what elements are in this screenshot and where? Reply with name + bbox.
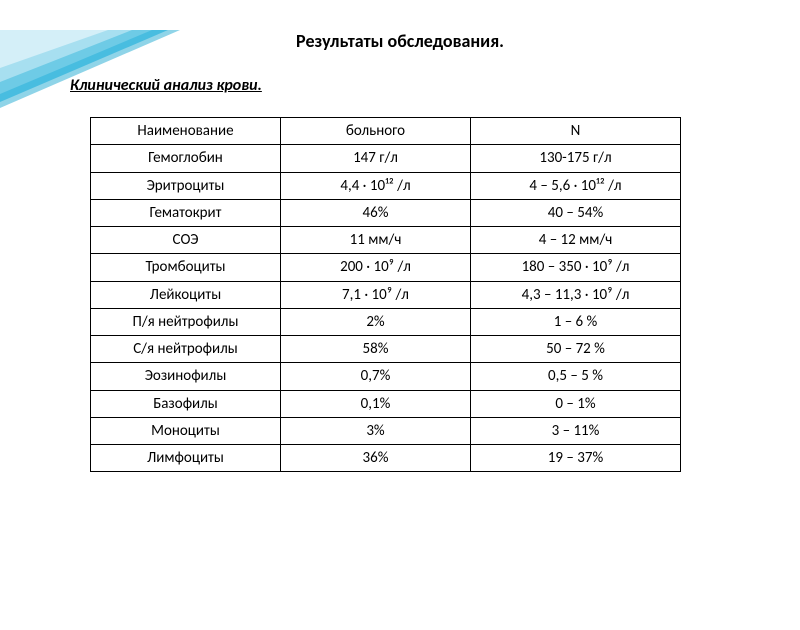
cell-norm: 4 – 12 мм/ч bbox=[471, 227, 681, 254]
cell-name: Лимфоциты bbox=[91, 445, 281, 472]
cell-patient: 0,1% bbox=[281, 390, 471, 417]
col-header-norm: N bbox=[471, 118, 681, 145]
table-row: Базофилы0,1%0 – 1% bbox=[91, 390, 681, 417]
table-row: Эритроциты4,4 · 10¹² /л4 – 5,6 · 10¹² /л bbox=[91, 172, 681, 199]
col-header-patient: больного bbox=[281, 118, 471, 145]
blood-analysis-table: Наименование больного N Гемоглобин147 г/… bbox=[90, 117, 681, 472]
cell-patient: 36% bbox=[281, 445, 471, 472]
table-row: Гематокрит46%40 – 54% bbox=[91, 199, 681, 226]
table-row: Лимфоциты36%19 – 37% bbox=[91, 445, 681, 472]
cell-patient: 58% bbox=[281, 336, 471, 363]
cell-norm: 50 – 72 % bbox=[471, 336, 681, 363]
cell-norm: 1 – 6 % bbox=[471, 308, 681, 335]
cell-name: Эозинофилы bbox=[91, 363, 281, 390]
cell-patient: 0,7% bbox=[281, 363, 471, 390]
table-row: П/я нейтрофилы2%1 – 6 % bbox=[91, 308, 681, 335]
cell-name: Моноциты bbox=[91, 417, 281, 444]
cell-norm: 3 – 11% bbox=[471, 417, 681, 444]
cell-name: Эритроциты bbox=[91, 172, 281, 199]
col-header-name: Наименование bbox=[91, 118, 281, 145]
table-header-row: Наименование больного N bbox=[91, 118, 681, 145]
cell-patient: 147 г/л bbox=[281, 145, 471, 172]
cell-patient: 200 · 10⁹ /л bbox=[281, 254, 471, 281]
cell-norm: 0 – 1% bbox=[471, 390, 681, 417]
cell-name: Базофилы bbox=[91, 390, 281, 417]
cell-norm: 40 – 54% bbox=[471, 199, 681, 226]
corner-accent-layer bbox=[0, 30, 108, 68]
cell-patient: 11 мм/ч bbox=[281, 227, 471, 254]
cell-name: П/я нейтрофилы bbox=[91, 308, 281, 335]
cell-patient: 7,1 · 10⁹ /л bbox=[281, 281, 471, 308]
table-row: СОЭ11 мм/ч4 – 12 мм/ч bbox=[91, 227, 681, 254]
cell-name: Тромбоциты bbox=[91, 254, 281, 281]
table-row: Эозинофилы0,7%0,5 – 5 % bbox=[91, 363, 681, 390]
cell-name: Гематокрит bbox=[91, 199, 281, 226]
cell-norm: 4 – 5,6 · 10¹² /л bbox=[471, 172, 681, 199]
cell-name: СОЭ bbox=[91, 227, 281, 254]
cell-patient: 46% bbox=[281, 199, 471, 226]
table-row: С/я нейтрофилы58%50 – 72 % bbox=[91, 336, 681, 363]
table-row: Моноциты3%3 – 11% bbox=[91, 417, 681, 444]
cell-name: Гемоглобин bbox=[91, 145, 281, 172]
cell-norm: 130-175 г/л bbox=[471, 145, 681, 172]
cell-name: С/я нейтрофилы bbox=[91, 336, 281, 363]
cell-norm: 180 – 350 · 10⁹ /л bbox=[471, 254, 681, 281]
cell-patient: 2% bbox=[281, 308, 471, 335]
cell-norm: 4,3 – 11,3 · 10⁹ /л bbox=[471, 281, 681, 308]
table-row: Тромбоциты200 · 10⁹ /л180 – 350 · 10⁹ /л bbox=[91, 254, 681, 281]
table-row: Гемоглобин147 г/л130-175 г/л bbox=[91, 145, 681, 172]
table-row: Лейкоциты7,1 · 10⁹ /л4,3 – 11,3 · 10⁹ /л bbox=[91, 281, 681, 308]
cell-name: Лейкоциты bbox=[91, 281, 281, 308]
cell-patient: 4,4 · 10¹² /л bbox=[281, 172, 471, 199]
cell-norm: 0,5 – 5 % bbox=[471, 363, 681, 390]
cell-norm: 19 – 37% bbox=[471, 445, 681, 472]
cell-patient: 3% bbox=[281, 417, 471, 444]
